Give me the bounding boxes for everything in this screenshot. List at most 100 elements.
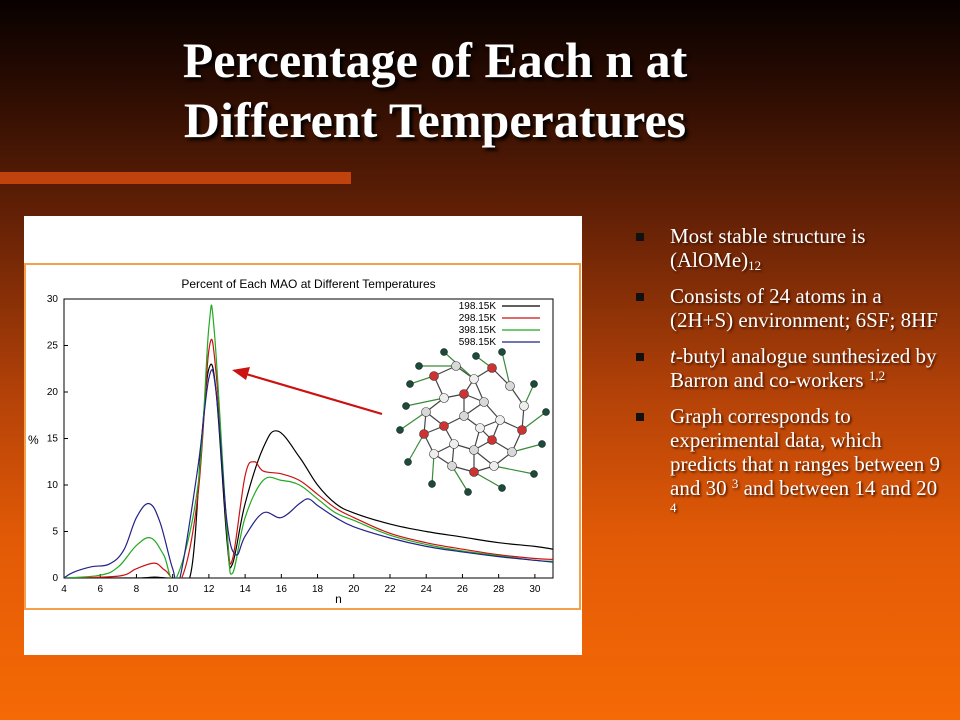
title-line-2: Different Temperatures bbox=[183, 92, 687, 148]
chart-panel: Percent of Each MAO at Different Tempera… bbox=[24, 216, 582, 655]
molecule-atom bbox=[439, 393, 449, 403]
x-tick-label: 26 bbox=[457, 584, 469, 595]
x-tick-label: 20 bbox=[348, 584, 360, 595]
molecule-atom bbox=[517, 425, 527, 435]
molecule-atom bbox=[487, 435, 497, 445]
molecule-atom bbox=[449, 439, 459, 449]
x-tick-label: 18 bbox=[312, 584, 324, 595]
molecule-bond bbox=[493, 465, 535, 475]
molecule-bond bbox=[473, 471, 503, 489]
y-axis-label: % bbox=[28, 433, 39, 447]
bullet-text: 3 bbox=[731, 476, 739, 491]
chart-title: Percent of Each MAO at Different Tempera… bbox=[181, 277, 435, 291]
molecule-atom bbox=[429, 371, 439, 381]
bullet-text: 1,2 bbox=[868, 368, 886, 383]
molecule-atom bbox=[542, 408, 550, 416]
bullet-item: Most stable structure is (AlOMe)12 bbox=[634, 224, 944, 272]
annotation-arrow-head bbox=[232, 367, 250, 380]
accent-bar bbox=[0, 172, 351, 184]
y-tick-label: 20 bbox=[47, 387, 59, 398]
x-tick-label: 28 bbox=[493, 584, 505, 595]
molecule-atom bbox=[421, 407, 431, 417]
bullet-text: Most stable structure is (AlOMe) bbox=[670, 224, 866, 272]
molecule-atom bbox=[469, 374, 479, 384]
molecule-bond bbox=[451, 465, 469, 493]
bullet-text: t bbox=[670, 344, 676, 368]
bullet-text: and between 14 and 20 bbox=[738, 476, 938, 500]
molecule-atom bbox=[428, 480, 436, 488]
molecule-atom bbox=[475, 423, 485, 433]
bullet-item: Graph corresponds to experimental data, … bbox=[634, 404, 944, 524]
molecule-bond bbox=[431, 453, 435, 485]
legend-label: 598.15K bbox=[459, 337, 497, 348]
molecule-atom bbox=[498, 484, 506, 492]
molecule-atom bbox=[487, 363, 497, 373]
molecule-atom bbox=[530, 470, 538, 478]
y-tick-label: 15 bbox=[47, 434, 59, 445]
molecule-atom bbox=[419, 429, 429, 439]
molecule-atom bbox=[415, 362, 423, 370]
x-tick-label: 6 bbox=[97, 584, 103, 595]
title-line-1: Percentage of Each n at bbox=[182, 32, 688, 88]
x-tick-label: 24 bbox=[421, 584, 433, 595]
molecule-atom bbox=[439, 421, 449, 431]
bullet-text: -butyl analogue sunthesized by Barron an… bbox=[670, 344, 937, 392]
molecule-atom bbox=[406, 380, 414, 388]
bullet-square-icon bbox=[636, 233, 644, 241]
bullet-square-icon bbox=[636, 293, 644, 301]
molecule-bond bbox=[399, 411, 427, 431]
molecule-atom bbox=[507, 447, 517, 457]
molecule-atom bbox=[469, 467, 479, 477]
bullet-text: 4 bbox=[670, 500, 677, 515]
series-line-298.15K bbox=[64, 338, 553, 578]
molecule-atom bbox=[469, 445, 479, 455]
molecule-bond bbox=[501, 351, 511, 387]
molecule-atom bbox=[498, 348, 506, 356]
molecule-atom bbox=[402, 402, 410, 410]
legend-label: 298.15K bbox=[459, 313, 497, 324]
legend-label: 398.15K bbox=[459, 325, 497, 336]
molecule-atom bbox=[538, 440, 546, 448]
molecule-bond bbox=[407, 433, 425, 463]
molecule-atom bbox=[495, 415, 505, 425]
molecule-atom bbox=[396, 426, 404, 434]
x-axis-label: n bbox=[335, 592, 342, 606]
molecule-atom bbox=[440, 348, 448, 356]
bullet-text: 12 bbox=[748, 258, 762, 273]
y-tick-label: 0 bbox=[52, 573, 58, 584]
annotation-arrow-line bbox=[245, 372, 383, 416]
molecule-bond bbox=[521, 411, 547, 431]
legend-label: 198.15K bbox=[459, 301, 497, 312]
molecule-atom bbox=[459, 389, 469, 399]
x-tick-label: 12 bbox=[203, 584, 215, 595]
x-tick-label: 22 bbox=[384, 584, 396, 595]
series-line-398.15K bbox=[64, 304, 553, 578]
y-tick-label: 30 bbox=[47, 294, 59, 305]
x-tick-label: 16 bbox=[276, 584, 288, 595]
x-tick-label: 10 bbox=[167, 584, 179, 595]
x-tick-label: 30 bbox=[529, 584, 541, 595]
bullet-square-icon bbox=[636, 413, 644, 421]
bullet-square-icon bbox=[636, 353, 644, 361]
x-tick-label: 8 bbox=[134, 584, 140, 595]
series-line-598.15K bbox=[64, 369, 553, 578]
molecule-atom bbox=[530, 380, 538, 388]
molecule-atom bbox=[489, 461, 499, 471]
molecule-atom bbox=[459, 411, 469, 421]
x-tick-label: 14 bbox=[240, 584, 252, 595]
molecule-atom bbox=[404, 458, 412, 466]
molecule-atom bbox=[464, 488, 472, 496]
series-line-198.15K bbox=[64, 363, 553, 578]
bullet-item: Consists of 24 atoms in a (2H+S) environ… bbox=[634, 284, 944, 332]
molecule-atom bbox=[472, 352, 480, 360]
molecule-atom bbox=[447, 461, 457, 471]
line-chart: Percent of Each MAO at Different Tempera… bbox=[24, 263, 581, 610]
x-tick-label: 4 bbox=[61, 584, 67, 595]
molecule-atom bbox=[505, 381, 515, 391]
bullet-list: Most stable structure is (AlOMe)12 Consis… bbox=[634, 224, 944, 536]
molecule-illustration bbox=[396, 348, 550, 496]
molecule-bond bbox=[405, 397, 445, 407]
bullet-text: Consists of 24 atoms in a (2H+S) environ… bbox=[670, 284, 938, 332]
bullet-text: Graph corresponds to experimental data, … bbox=[670, 404, 940, 500]
slide-title: Percentage of Each n at Different Temper… bbox=[0, 30, 870, 150]
